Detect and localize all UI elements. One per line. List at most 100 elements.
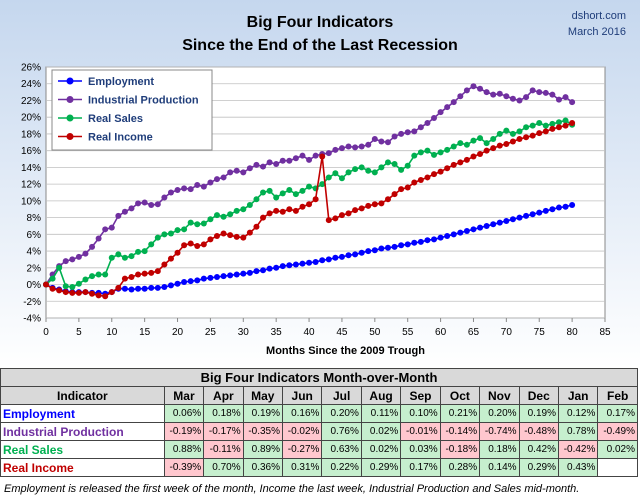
data-point	[516, 135, 523, 142]
data-point	[391, 133, 398, 140]
data-point	[496, 90, 503, 97]
data-point	[220, 213, 227, 220]
data-point	[477, 151, 484, 158]
data-point	[536, 89, 543, 96]
data-point	[253, 268, 260, 275]
data-point	[358, 249, 365, 256]
data-point	[286, 186, 293, 193]
table-cell: 0.02%	[360, 440, 402, 459]
data-point	[490, 91, 497, 98]
table-cell: -0.27%	[282, 440, 323, 459]
data-point	[279, 208, 286, 215]
data-point	[490, 145, 497, 152]
data-point	[477, 224, 484, 231]
data-point	[312, 196, 319, 203]
table-cell: 0.10%	[400, 404, 441, 423]
data-point	[89, 290, 96, 297]
y-tick-label: 16%	[21, 146, 41, 157]
data-point	[102, 271, 109, 278]
x-tick-label: 15	[139, 327, 151, 338]
data-point	[319, 153, 326, 160]
data-point	[306, 183, 313, 190]
data-point	[128, 286, 135, 293]
data-point	[477, 85, 484, 92]
data-point	[358, 164, 365, 171]
data-point	[398, 130, 405, 137]
data-point	[417, 149, 424, 156]
data-point	[89, 273, 96, 280]
data-point	[253, 161, 260, 168]
table-cell: 0.63%	[321, 440, 362, 459]
data-point	[148, 269, 155, 276]
data-point	[207, 179, 214, 186]
header-month: Apr	[203, 386, 244, 405]
data-point	[450, 231, 457, 238]
data-point	[299, 203, 306, 210]
data-point	[332, 254, 339, 261]
data-point	[108, 224, 115, 231]
y-tick-label: 20%	[21, 113, 41, 124]
data-point	[95, 271, 102, 278]
month-over-month-table: Big Four Indicators Month-over-Month Indi…	[0, 368, 638, 477]
data-point	[154, 268, 161, 275]
data-point	[477, 135, 484, 142]
x-tick-label: 60	[435, 327, 447, 338]
data-point	[536, 130, 543, 137]
data-point	[306, 156, 313, 163]
data-point	[338, 212, 345, 219]
data-point	[194, 243, 201, 250]
x-tick-label: 65	[468, 327, 480, 338]
table-title: Big Four Indicators Month-over-Month	[0, 368, 638, 387]
data-point	[148, 284, 155, 291]
table-cell: 0.17%	[597, 404, 638, 423]
data-point	[233, 233, 240, 240]
table-cell: 0.02%	[360, 422, 402, 441]
table-cell: 0.06%	[163, 404, 205, 423]
data-point	[325, 150, 332, 157]
data-point	[404, 162, 411, 169]
data-point	[246, 269, 253, 276]
y-tick-label: 6%	[27, 230, 42, 241]
data-point	[431, 171, 438, 178]
y-tick-label: 10%	[21, 196, 41, 207]
data-point	[345, 210, 352, 217]
row-indicator-name: Industrial Production	[0, 422, 165, 441]
table-cell: -0.02%	[282, 422, 323, 441]
data-point	[135, 285, 142, 292]
data-point	[121, 208, 128, 215]
table-cell: 0.14%	[479, 458, 520, 477]
table-title-row: Big Four Indicators Month-over-Month	[0, 368, 638, 387]
data-point	[69, 256, 76, 263]
data-point	[273, 161, 280, 168]
data-point	[161, 194, 168, 201]
data-point	[523, 94, 530, 101]
data-point	[227, 169, 234, 176]
data-point	[200, 183, 207, 190]
data-point	[470, 137, 477, 144]
table-cell: -0.14%	[439, 422, 481, 441]
data-point	[319, 181, 326, 188]
data-point	[536, 120, 543, 127]
data-point	[253, 196, 260, 203]
data-point	[490, 135, 497, 142]
x-axis-label: Months Since the 2009 Trough	[266, 345, 425, 357]
data-point	[89, 243, 96, 250]
data-point	[424, 120, 431, 127]
data-point	[121, 285, 128, 292]
data-point	[213, 233, 220, 240]
data-point	[437, 149, 444, 156]
data-point	[115, 284, 122, 291]
data-point	[490, 221, 497, 228]
data-point	[457, 159, 464, 166]
x-tick-label: 30	[238, 327, 250, 338]
data-point	[338, 175, 345, 182]
data-point	[135, 248, 142, 255]
data-point	[371, 169, 378, 176]
data-point	[470, 83, 477, 90]
data-point	[516, 214, 523, 221]
legend-marker	[66, 114, 74, 122]
data-point	[384, 196, 391, 203]
data-point	[391, 243, 398, 250]
data-point	[207, 236, 214, 243]
data-point	[286, 206, 293, 213]
